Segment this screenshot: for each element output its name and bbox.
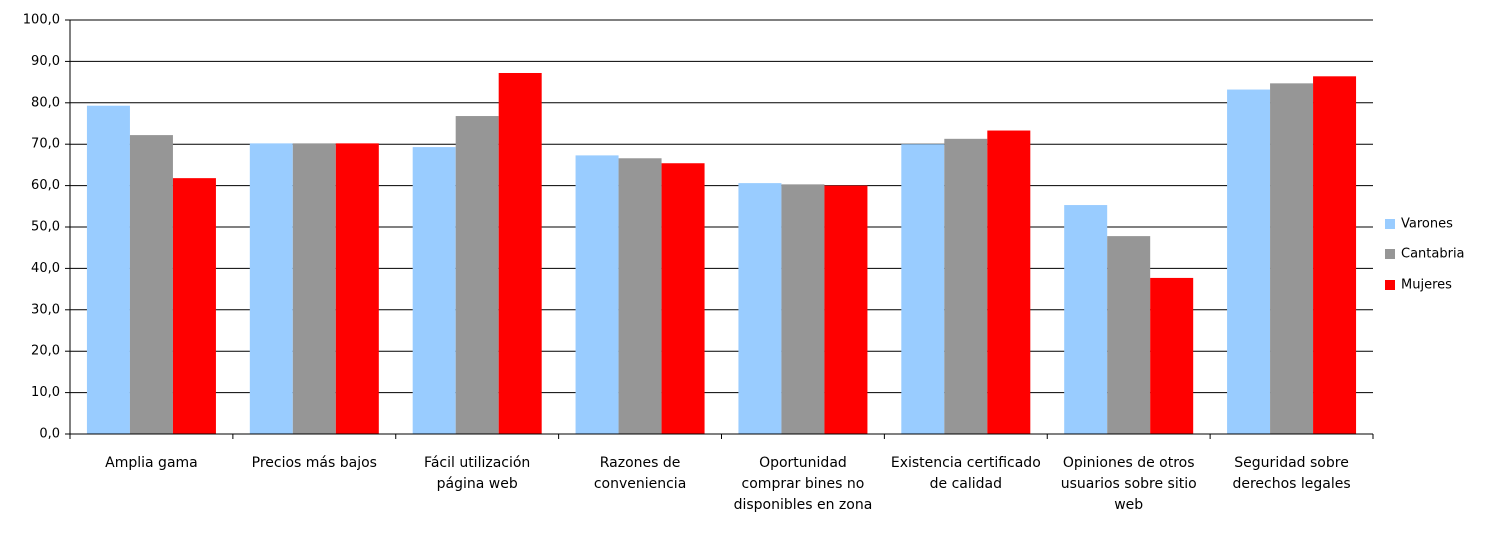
y-tick-label: 100,0 xyxy=(23,13,60,28)
y-tick-label: 80,0 xyxy=(31,95,60,110)
x-tick-label: Fácil utilización página web xyxy=(424,455,531,492)
y-tick-label: 20,0 xyxy=(31,344,60,359)
x-tick-label: Opiniones de otros usuarios sobre sitio … xyxy=(1060,455,1197,513)
bar xyxy=(575,155,619,435)
x-tick-label: Amplia gama xyxy=(105,455,198,471)
x-tick-label: Oportunidad comprar bines no disponibles… xyxy=(733,455,873,513)
bar xyxy=(129,135,173,435)
bar xyxy=(781,184,825,434)
bar xyxy=(1107,236,1151,434)
bar xyxy=(738,183,782,434)
y-tick-label: 50,0 xyxy=(31,220,60,235)
bar xyxy=(661,163,705,434)
bar xyxy=(1270,83,1314,434)
bar xyxy=(172,178,216,434)
y-tick-label: 60,0 xyxy=(31,178,60,193)
bar xyxy=(498,72,542,434)
legend-swatch xyxy=(1385,249,1395,259)
legend-label: Cantabria xyxy=(1401,247,1465,262)
legend-swatch xyxy=(1385,219,1395,229)
x-tick-label: Razones de conveniencia xyxy=(593,455,687,492)
bar xyxy=(1227,89,1271,434)
y-tick-label: 30,0 xyxy=(31,302,60,317)
y-tick-label: 40,0 xyxy=(31,261,60,276)
bar xyxy=(455,116,499,434)
bar xyxy=(618,158,662,434)
bar xyxy=(987,130,1031,434)
bar xyxy=(824,185,868,434)
bar xyxy=(335,143,379,434)
bar xyxy=(412,147,456,434)
legend-label: Varones xyxy=(1401,217,1453,232)
bar xyxy=(901,144,945,434)
bar xyxy=(944,138,988,434)
y-tick-label: 70,0 xyxy=(31,137,60,152)
bar xyxy=(1064,205,1108,434)
bar xyxy=(249,143,293,434)
y-tick-label: 0,0 xyxy=(39,427,60,442)
y-tick-label: 90,0 xyxy=(31,54,60,69)
legend-swatch xyxy=(1385,280,1395,290)
x-tick-label: Precios más bajos xyxy=(251,455,377,471)
bar xyxy=(86,105,130,434)
bar xyxy=(1313,76,1357,434)
bar xyxy=(1150,277,1194,434)
x-tick-label: Existencia certificado de calidad xyxy=(890,455,1041,492)
y-tick-label: 10,0 xyxy=(31,385,60,400)
x-tick-label: Seguridad sobre derechos legales xyxy=(1232,455,1351,492)
legend-label: Mujeres xyxy=(1401,278,1452,293)
bar xyxy=(292,143,336,434)
